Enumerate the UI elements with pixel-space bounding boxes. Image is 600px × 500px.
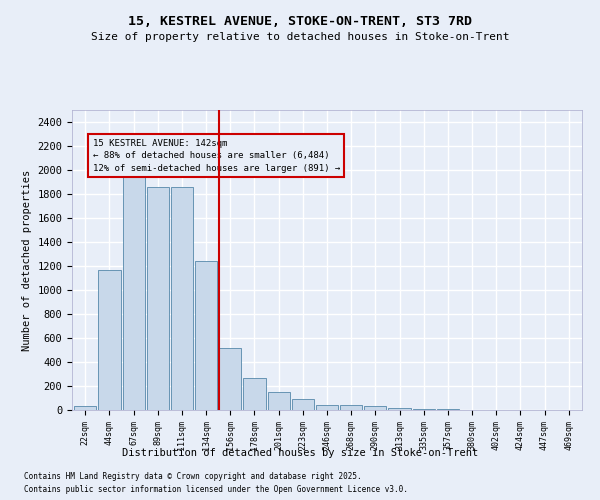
Bar <box>340 405 362 410</box>
Text: Contains public sector information licensed under the Open Government Licence v3: Contains public sector information licen… <box>24 484 408 494</box>
Bar <box>171 187 193 410</box>
Bar <box>364 406 386 410</box>
Bar <box>292 399 314 410</box>
Y-axis label: Number of detached properties: Number of detached properties <box>22 170 32 350</box>
Bar <box>268 392 290 410</box>
Bar <box>74 406 97 410</box>
Bar <box>244 378 266 410</box>
Bar <box>219 348 241 410</box>
Bar <box>146 187 169 410</box>
Text: Contains HM Land Registry data © Crown copyright and database right 2025.: Contains HM Land Registry data © Crown c… <box>24 472 362 481</box>
Text: 15 KESTREL AVENUE: 142sqm
← 88% of detached houses are smaller (6,484)
12% of se: 15 KESTREL AVENUE: 142sqm ← 88% of detac… <box>92 139 340 173</box>
Bar <box>316 405 338 410</box>
Text: Size of property relative to detached houses in Stoke-on-Trent: Size of property relative to detached ho… <box>91 32 509 42</box>
Text: Distribution of detached houses by size in Stoke-on-Trent: Distribution of detached houses by size … <box>122 448 478 458</box>
Text: 15, KESTREL AVENUE, STOKE-ON-TRENT, ST3 7RD: 15, KESTREL AVENUE, STOKE-ON-TRENT, ST3 … <box>128 15 472 28</box>
Bar <box>413 409 435 410</box>
Bar <box>195 261 217 410</box>
Bar <box>122 172 145 410</box>
Bar <box>98 270 121 410</box>
Bar <box>388 408 410 410</box>
